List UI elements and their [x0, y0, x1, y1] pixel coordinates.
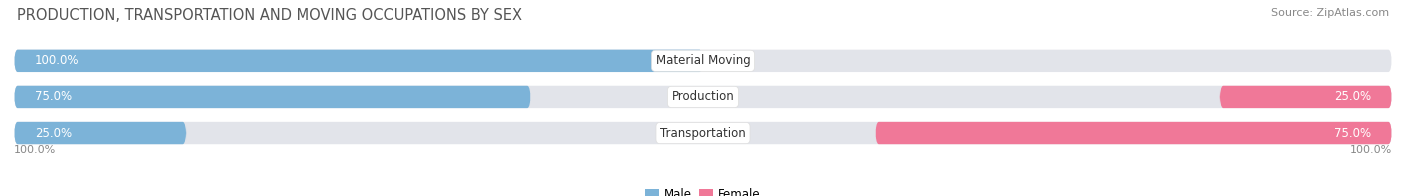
FancyBboxPatch shape: [1220, 86, 1392, 108]
Text: 0.0%: 0.0%: [724, 54, 754, 67]
FancyBboxPatch shape: [876, 122, 1392, 144]
Text: 25.0%: 25.0%: [35, 127, 72, 140]
Text: 100.0%: 100.0%: [14, 145, 56, 155]
Text: PRODUCTION, TRANSPORTATION AND MOVING OCCUPATIONS BY SEX: PRODUCTION, TRANSPORTATION AND MOVING OC…: [17, 8, 522, 23]
Text: 75.0%: 75.0%: [1334, 127, 1371, 140]
Legend: Male, Female: Male, Female: [641, 184, 765, 196]
FancyBboxPatch shape: [14, 122, 186, 144]
FancyBboxPatch shape: [14, 86, 531, 108]
FancyBboxPatch shape: [14, 50, 703, 72]
Text: 25.0%: 25.0%: [1334, 90, 1371, 103]
Text: Transportation: Transportation: [661, 127, 745, 140]
FancyBboxPatch shape: [14, 86, 1392, 108]
FancyBboxPatch shape: [14, 50, 1392, 72]
Text: Material Moving: Material Moving: [655, 54, 751, 67]
FancyBboxPatch shape: [14, 122, 1392, 144]
Text: 100.0%: 100.0%: [1350, 145, 1392, 155]
Text: Production: Production: [672, 90, 734, 103]
Text: 75.0%: 75.0%: [35, 90, 72, 103]
Text: Source: ZipAtlas.com: Source: ZipAtlas.com: [1271, 8, 1389, 18]
Text: 100.0%: 100.0%: [35, 54, 79, 67]
